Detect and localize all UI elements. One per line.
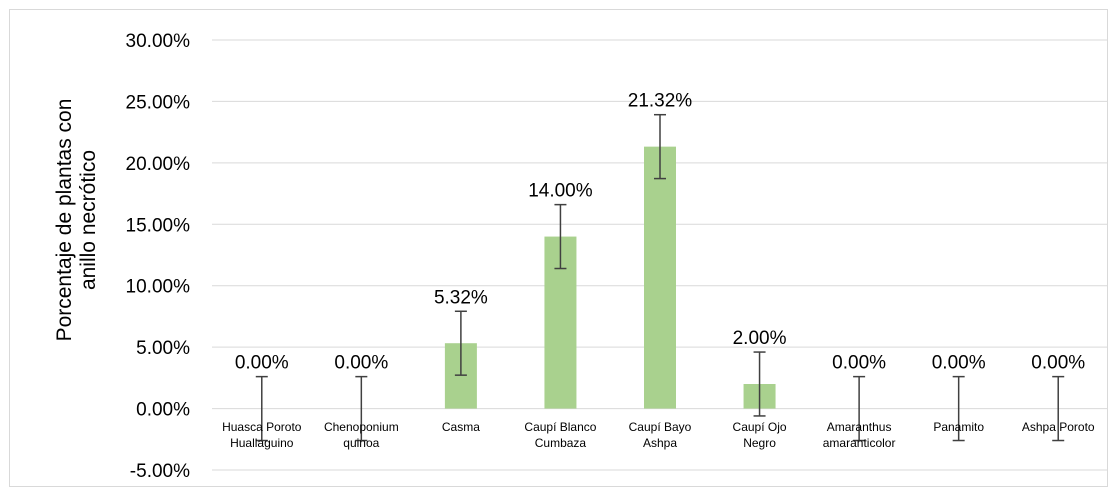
data-label: 0.00% (932, 353, 986, 374)
error-bar (454, 310, 467, 376)
data-label: 21.32% (628, 91, 693, 112)
y-tick-label: 10.00% (126, 277, 191, 298)
category-label: Ashpa Poroto (1022, 420, 1095, 434)
category-label: Panamito (933, 420, 984, 434)
error-bars (255, 113, 1065, 442)
category-label: Chenoponium quinoa (324, 420, 399, 450)
data-label: 0.00% (235, 353, 289, 374)
error-bar (853, 375, 866, 442)
data-label: 2.00% (733, 328, 787, 349)
y-tick-label: 20.00% (126, 154, 191, 175)
data-labels: 0.00% 0.00% 5.32% 14.00% 21.32% 2.00% 0.00% 0.0… (235, 91, 1085, 374)
error-bar (952, 375, 965, 442)
y-tick-labels: -5.00% 0.00% 5.00% 10.00% 15.00% 20.00% 25.00%… (126, 31, 191, 482)
y-axis-title: Porcentaje de plantas conanillo necrótic… (53, 99, 100, 342)
y-tick-label: 0.00% (136, 400, 190, 421)
data-label: 0.00% (1031, 353, 1085, 374)
y-axis-title-text: Porcentaje de plantas conanillo necrótic… (53, 99, 100, 342)
data-label: 0.00% (832, 353, 886, 374)
y-tick-label: 5.00% (136, 338, 190, 359)
y-tick-label: 25.00% (126, 92, 191, 113)
category-label: Huasca Poroto Huallaguino (222, 420, 302, 450)
bar (644, 146, 676, 409)
data-label: 0.00% (334, 353, 388, 374)
y-tick-label: 15.00% (126, 215, 191, 236)
y-tick-label: 30.00% (126, 31, 191, 52)
category-label: Caupí Blanco Cumbaza (524, 420, 596, 450)
data-label: 5.32% (434, 287, 488, 308)
error-bar (753, 351, 766, 417)
error-bar (554, 203, 567, 270)
error-bar (1052, 375, 1065, 442)
category-label: Amaranthus amaranticolor (823, 420, 896, 450)
category-label: Casma (442, 420, 480, 434)
bars (444, 146, 776, 409)
y-tick-label: -5.00% (130, 461, 190, 482)
error-bar (654, 113, 666, 180)
error-bar (255, 375, 268, 442)
data-label: 14.00% (528, 181, 593, 202)
category-label: Caupí Bayo Ashpa (629, 420, 692, 450)
category-label: Caupí Ojo Negro (733, 420, 787, 450)
category-labels: Huasca Poroto Huallaguino Chenoponium quino… (222, 420, 1095, 450)
error-bar (355, 375, 368, 442)
